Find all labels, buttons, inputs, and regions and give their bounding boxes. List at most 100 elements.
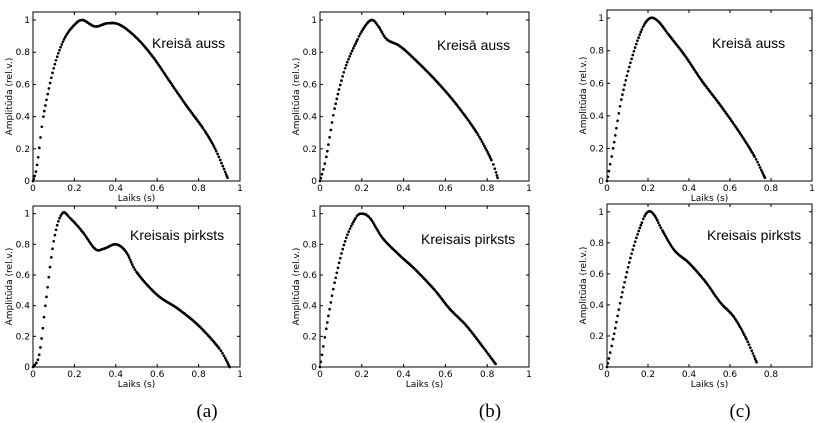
data-point xyxy=(744,335,747,339)
data-point xyxy=(610,344,614,348)
data-point xyxy=(45,295,48,299)
data-point xyxy=(476,133,480,137)
data-point xyxy=(347,230,351,233)
y-tick-label: 0.2 xyxy=(590,144,604,154)
data-point xyxy=(658,223,661,227)
y-tick-label: 0.6 xyxy=(16,271,31,281)
x-tick-label: 0.2 xyxy=(355,370,369,380)
data-point xyxy=(379,28,382,32)
data-point xyxy=(54,58,58,62)
y-axis-label: Amplitūda (rel.v.) xyxy=(579,247,589,325)
panel-label: (b) xyxy=(479,401,501,422)
data-point xyxy=(611,147,615,150)
data-point xyxy=(753,357,757,361)
x-tick-label: 0.6 xyxy=(438,370,453,380)
data-point xyxy=(320,353,324,357)
y-tick-label: 0.8 xyxy=(303,240,318,250)
x-tick-label: 0.2 xyxy=(355,184,369,194)
data-point xyxy=(345,60,349,64)
data-point xyxy=(349,224,353,228)
data-point xyxy=(484,146,487,150)
y-tick-label: 0.2 xyxy=(303,145,317,155)
data-point xyxy=(46,92,50,96)
data-point xyxy=(616,119,619,123)
data-series xyxy=(31,211,231,369)
x-tick-label: 0.2 xyxy=(67,184,81,194)
y-tick-label: 1 xyxy=(311,16,317,26)
data-point xyxy=(737,323,741,327)
data-point xyxy=(353,44,356,48)
x-tick-label: 0.8 xyxy=(191,184,206,194)
x-axis-label: Laiks (s) xyxy=(691,380,729,390)
data-point xyxy=(222,354,226,358)
data-point xyxy=(328,307,331,311)
data-point xyxy=(35,361,38,365)
data-point xyxy=(323,336,327,339)
data-point xyxy=(748,346,752,349)
data-point xyxy=(626,69,630,73)
data-point xyxy=(201,126,205,130)
data-series xyxy=(31,18,229,183)
x-tick-label: 0.4 xyxy=(109,184,124,194)
y-tick-label: 1 xyxy=(311,210,317,220)
data-point xyxy=(637,229,641,233)
data-point xyxy=(37,146,41,150)
x-tick-label: 0.4 xyxy=(396,370,411,380)
data-point xyxy=(51,247,54,251)
data-point xyxy=(755,360,758,364)
data-point xyxy=(641,25,645,29)
data-point xyxy=(615,320,618,324)
x-tick-label: 0.8 xyxy=(191,370,206,380)
data-point xyxy=(483,144,486,148)
x-tick-label: 0 xyxy=(604,370,610,380)
data-point xyxy=(340,252,343,255)
data-point xyxy=(373,225,377,228)
data-point xyxy=(34,170,38,173)
y-tick-label: 0.6 xyxy=(590,270,605,280)
data-point xyxy=(47,87,51,90)
data-point xyxy=(494,362,497,366)
y-tick-label: 1 xyxy=(598,208,604,218)
data-point xyxy=(39,346,42,349)
data-point xyxy=(223,170,227,174)
data-point xyxy=(318,179,322,183)
data-point xyxy=(217,155,221,159)
data-point xyxy=(344,236,348,240)
data-point xyxy=(659,226,663,230)
data-point xyxy=(351,47,355,50)
x-axis-label: Laiks (s) xyxy=(118,380,156,390)
y-tick-label: 1 xyxy=(24,210,30,220)
chart-annotation: Kreisā auss xyxy=(152,35,225,51)
data-point xyxy=(42,115,45,118)
data-point xyxy=(52,239,56,243)
data-point xyxy=(612,140,616,144)
y-tick-label: 0.8 xyxy=(303,48,318,58)
data-point xyxy=(639,223,643,227)
data-point xyxy=(496,176,499,180)
data-point xyxy=(491,163,495,166)
data-point xyxy=(340,79,343,82)
data-point xyxy=(40,337,43,340)
data-point xyxy=(608,162,612,166)
data-point xyxy=(320,172,324,176)
x-tick-label: 0.4 xyxy=(396,184,411,194)
data-series xyxy=(605,209,758,369)
y-tick-label: 0 xyxy=(24,363,30,373)
data-point xyxy=(221,164,225,168)
panel-label: (a) xyxy=(196,401,217,422)
data-point xyxy=(372,223,376,226)
data-point xyxy=(665,236,668,240)
data-point xyxy=(625,74,629,78)
data-point xyxy=(321,345,325,348)
data-point xyxy=(618,104,622,108)
data-point xyxy=(607,357,611,360)
data-point xyxy=(751,352,755,355)
y-axis-label: Amplitūda (rel.v.) xyxy=(5,58,15,136)
data-point xyxy=(327,314,330,318)
chart-panel-1: 0 0.2 0.4 0.6 0.8 1 0 0.2 0.4 0.6 0.8 1 Amplitūda (r… xyxy=(5,11,243,204)
x-tick-label: 0 xyxy=(30,184,36,194)
data-point xyxy=(331,113,335,117)
data-point xyxy=(337,88,341,91)
data-point xyxy=(61,40,65,44)
data-point xyxy=(56,51,60,55)
